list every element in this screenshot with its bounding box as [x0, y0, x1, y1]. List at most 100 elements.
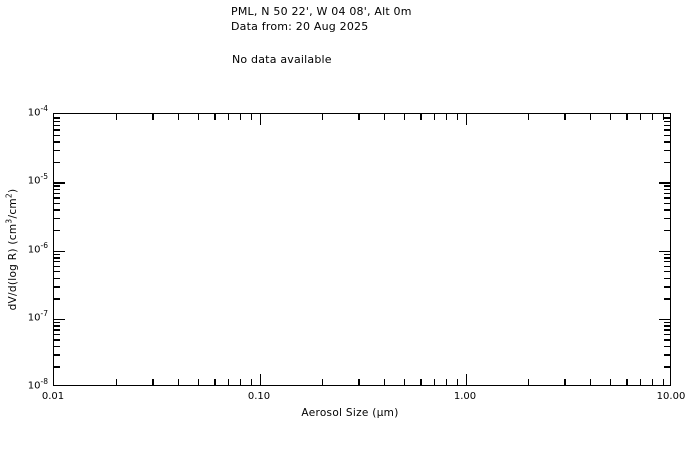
x-minor-tick [420, 114, 422, 120]
y-axis-title: dV/d(log R) (cm3/cm2) [4, 113, 21, 386]
x-minor-tick [228, 114, 230, 120]
x-axis-title-text: Aerosol Size (μm) [301, 407, 399, 419]
x-minor-tick [178, 114, 180, 120]
x-minor-tick [434, 379, 436, 385]
y-major-tick [54, 250, 65, 252]
y-minor-tick [54, 339, 60, 341]
y-minor-tick [664, 257, 670, 259]
y-tick-mantissa: 10 [27, 107, 41, 119]
y-minor-tick [664, 188, 670, 191]
y-minor-tick [664, 329, 670, 331]
x-minor-tick [152, 114, 154, 120]
x-major-tick [466, 374, 468, 385]
chart-title-location: PML, N 50 22', W 04 08', Alt 0m [231, 5, 412, 18]
x-minor-tick [250, 114, 252, 120]
y-axis-tick-labels: 10-4 10-5 10-6 10-7 10-8 [0, 0, 53, 450]
x-minor-tick [528, 114, 530, 120]
y-tick-mantissa: 10 [27, 175, 41, 187]
y-minor-tick [54, 298, 60, 300]
x-minor-tick [652, 114, 654, 120]
x-minor-tick [590, 114, 592, 120]
x-minor-tick [322, 114, 324, 120]
y-minor-tick [664, 117, 670, 119]
x-minor-tick [384, 114, 386, 120]
x-minor-tick [434, 114, 436, 120]
x-minor-tick [564, 114, 566, 120]
x-minor-tick [197, 379, 200, 385]
y-minor-tick [664, 217, 670, 220]
y-minor-tick [54, 253, 60, 255]
x-minor-tick [240, 379, 242, 385]
y-minor-tick [664, 253, 670, 255]
x-minor-tick [626, 379, 628, 385]
x-minor-tick [358, 379, 360, 385]
y-minor-tick [54, 197, 60, 199]
x-minor-tick [358, 114, 360, 120]
y-axis-title-text: dV/d(log R) (cm [7, 223, 19, 311]
y-minor-tick [664, 277, 670, 280]
x-major-tick [466, 114, 468, 125]
y-minor-tick [54, 354, 60, 356]
y-minor-tick [54, 209, 60, 211]
x-minor-tick [214, 114, 216, 120]
x-major-tick [260, 114, 262, 125]
x-minor-tick [446, 379, 448, 385]
y-axis-title-exp2: 2 [4, 192, 14, 199]
y-major-tick [659, 250, 670, 252]
y-minor-tick [664, 366, 670, 368]
y-minor-tick [54, 261, 60, 263]
y-minor-tick [54, 257, 60, 259]
y-minor-tick [54, 149, 60, 152]
x-tick-label: 0.10 [247, 391, 271, 402]
x-minor-tick [384, 379, 386, 385]
y-minor-tick [54, 277, 60, 280]
y-tick-exponent: -4 [40, 104, 48, 114]
x-minor-tick [528, 379, 530, 385]
y-tick-mantissa: 10 [27, 380, 41, 392]
x-tick-label: 1.00 [453, 391, 477, 402]
y-minor-tick [664, 141, 670, 143]
plot-frame [53, 113, 671, 386]
y-minor-tick [664, 197, 670, 199]
x-minor-tick [662, 114, 664, 120]
y-minor-tick [664, 298, 670, 300]
y-minor-tick [664, 120, 670, 122]
y-minor-tick [664, 321, 670, 324]
y-minor-tick [664, 325, 670, 327]
y-minor-tick [54, 117, 60, 119]
y-major-tick [659, 318, 670, 321]
y-minor-tick [664, 134, 670, 136]
x-minor-tick [250, 379, 252, 385]
y-minor-tick [664, 271, 670, 273]
y-minor-tick [54, 321, 60, 324]
y-minor-tick [54, 124, 60, 126]
y-minor-tick [54, 366, 60, 368]
x-minor-tick [609, 114, 612, 120]
y-minor-tick [664, 192, 670, 195]
y-minor-tick [664, 202, 670, 205]
y-minor-tick [664, 185, 670, 187]
y-tick-mantissa: 10 [27, 244, 41, 255]
x-minor-tick [420, 379, 422, 385]
y-axis-title-end: ) [7, 188, 19, 193]
y-minor-tick [54, 134, 60, 136]
y-tick-exponent: -5 [40, 172, 48, 182]
y-minor-tick [664, 149, 670, 152]
x-axis-title: Aerosol Size (μm) [0, 407, 700, 419]
x-minor-tick [626, 114, 628, 120]
x-minor-tick [652, 379, 654, 385]
y-tick-exponent: -6 [40, 240, 48, 250]
chart-header: PML, N 50 22', W 04 08', Alt 0m Data fro… [231, 4, 412, 34]
x-major-tick [260, 374, 262, 385]
x-tick-label: 10.00 [656, 391, 686, 402]
y-minor-tick [664, 265, 670, 268]
x-minor-tick [116, 114, 118, 120]
y-minor-tick [664, 229, 670, 232]
y-major-tick [659, 182, 670, 184]
y-minor-tick [664, 339, 670, 341]
x-minor-tick [197, 114, 200, 120]
x-minor-tick [152, 379, 154, 385]
y-minor-tick [664, 161, 670, 164]
y-minor-tick [664, 333, 670, 336]
y-minor-tick [664, 286, 670, 288]
